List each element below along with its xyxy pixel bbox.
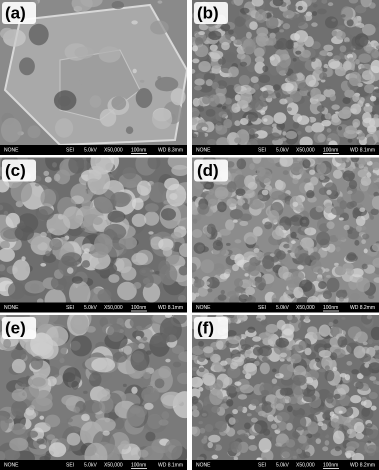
micrograph: [192, 157, 379, 303]
panel-label: (b): [197, 3, 219, 22]
info-detector: NONE: [196, 462, 211, 468]
info-scale: 100nm: [323, 462, 338, 468]
info-working-distance: WD 8.1mm: [350, 147, 375, 153]
panel-label-box: [2, 317, 36, 339]
info-voltage: 5.0kV: [276, 305, 289, 311]
info-scale: 100nm: [131, 305, 146, 311]
info-voltage: 5.0kV: [84, 305, 97, 311]
sem-panel: NONE SEI 5.0kV X50,000 100nm WD 8.2mm (d): [192, 157, 379, 313]
info-mode: SEI: [258, 462, 266, 468]
sem-panel: NONE SEI 5.0kV X50,000 100nm WD 8.1mm (b): [192, 0, 379, 155]
info-magnification: X50,000: [104, 147, 123, 153]
panel-label: (a): [5, 3, 26, 22]
info-working-distance: WD 8.2mm: [350, 462, 375, 468]
panel-label: (d): [197, 161, 219, 180]
sem-panel: NONE SEI 5.0kV X50,000 100nm WD 8.1mm (c): [0, 157, 187, 313]
info-mode: SEI: [258, 305, 266, 311]
info-bar: [0, 145, 187, 155]
info-scale: 100nm: [323, 305, 338, 311]
info-bar: [0, 460, 187, 470]
info-mode: SEI: [66, 305, 74, 311]
micrograph: [0, 0, 187, 145]
panel-label-box: [2, 2, 36, 24]
sem-panel: NONE SEI 5.0kV X50,000 100nm WD 8.1mm (e): [0, 315, 187, 470]
info-bar: [192, 460, 379, 470]
panel-label-box: [2, 159, 36, 182]
micrograph: [0, 157, 187, 303]
info-magnification: X50,000: [296, 462, 315, 468]
info-working-distance: WD 8.3mm: [158, 147, 183, 153]
info-mode: SEI: [66, 147, 74, 153]
info-detector: NONE: [4, 462, 19, 468]
sem-panel: NONE SEI 5.0kV X50,000 100nm WD 8.2mm (f): [192, 315, 379, 470]
info-scale: 100nm: [323, 147, 338, 153]
panel-label: (c): [5, 161, 26, 180]
micrograph: [192, 315, 379, 460]
info-working-distance: WD 8.2mm: [350, 305, 375, 311]
info-voltage: 5.0kV: [276, 462, 289, 468]
panel-label: (e): [5, 318, 26, 337]
info-detector: NONE: [196, 147, 211, 153]
info-detector: NONE: [4, 147, 19, 153]
info-bar: [192, 302, 379, 313]
info-mode: SEI: [66, 462, 74, 468]
info-bar: [0, 302, 187, 313]
info-magnification: X50,000: [104, 305, 123, 311]
micrograph: [192, 0, 379, 145]
info-bar: [192, 145, 379, 155]
panel-label-box: [194, 317, 228, 339]
info-working-distance: WD 8.1mm: [158, 305, 183, 311]
panel-label: (f): [197, 318, 214, 337]
info-detector: NONE: [196, 305, 211, 311]
info-magnification: X50,000: [296, 147, 315, 153]
info-detector: NONE: [4, 305, 19, 311]
info-voltage: 5.0kV: [276, 147, 289, 153]
micrograph: [0, 315, 187, 460]
panel-label-box: [194, 2, 228, 24]
info-mode: SEI: [258, 147, 266, 153]
info-scale: 100nm: [131, 147, 146, 153]
panel-label-box: [194, 159, 228, 182]
info-working-distance: WD 8.1mm: [158, 462, 183, 468]
info-magnification: X50,000: [104, 462, 123, 468]
sem-panel: NONE SEI 5.0kV X50,000 100nm WD 8.3mm (a): [0, 0, 187, 155]
info-magnification: X50,000: [296, 305, 315, 311]
info-scale: 100nm: [131, 462, 146, 468]
info-voltage: 5.0kV: [84, 147, 97, 153]
info-voltage: 5.0kV: [84, 462, 97, 468]
